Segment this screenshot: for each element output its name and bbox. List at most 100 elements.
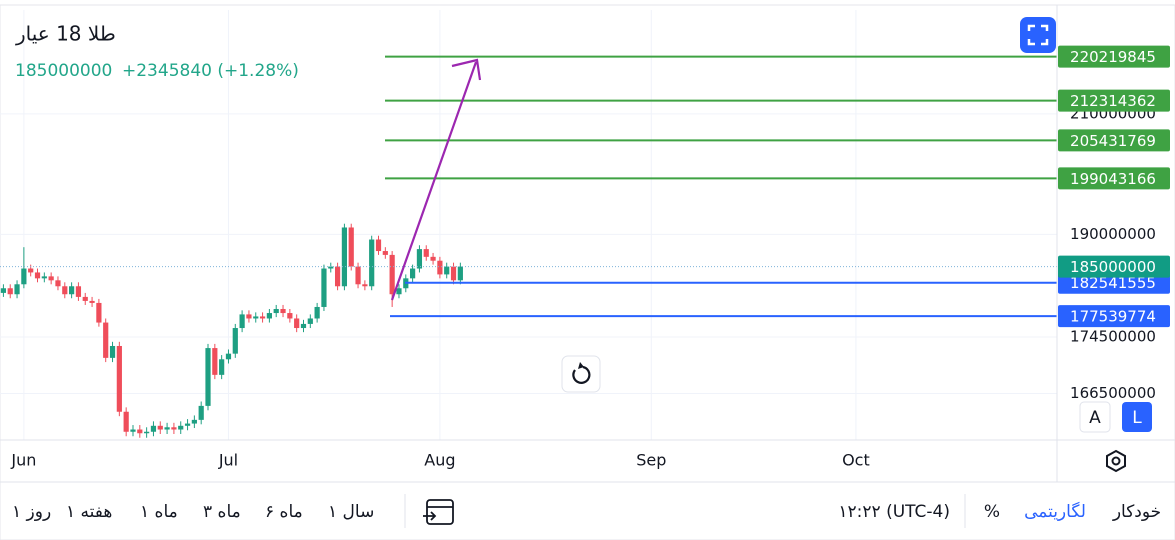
- candle-body: [457, 266, 463, 281]
- level-tag-label: 212314362: [1070, 92, 1156, 110]
- candle-body: [273, 308, 279, 314]
- level-tag: [1058, 305, 1170, 328]
- candle-body: [178, 425, 184, 430]
- candle-body: [150, 425, 157, 432]
- candle-body: [334, 266, 341, 287]
- x-tick-label: Jul: [218, 451, 238, 470]
- candle-body: [171, 427, 177, 430]
- range-button[interactable]: ۱ ماه: [140, 502, 178, 522]
- frame: [0, 4, 1175, 540]
- date-range-button[interactable]: [423, 499, 454, 525]
- candle-body: [382, 251, 388, 255]
- reset-button[interactable]: [561, 355, 601, 393]
- candle-body: [389, 254, 395, 295]
- candle-body: [232, 328, 238, 354]
- candle-body: [82, 296, 88, 301]
- settings-button[interactable]: [1106, 449, 1126, 473]
- candle-body: [55, 280, 61, 287]
- candle-body: [341, 227, 348, 287]
- candle-body: [259, 316, 266, 319]
- candle-body: [164, 427, 170, 430]
- level-tag-label: 177539774: [1070, 308, 1156, 326]
- candle-body: [103, 322, 109, 358]
- level-tag-label: 182541555: [1070, 274, 1156, 292]
- auto-scale-label: A: [1089, 408, 1101, 428]
- range-button[interactable]: ۱ هفته: [66, 502, 112, 522]
- level-tag: [1058, 129, 1170, 152]
- candle-body: [375, 239, 382, 252]
- y-tick-label: 166500000: [1070, 384, 1156, 402]
- candle-body: [416, 249, 423, 269]
- x-tick-label: Sep: [636, 451, 666, 470]
- candle-body: [109, 345, 116, 358]
- y-tick-label: 174500000: [1070, 327, 1156, 345]
- candle-body: [157, 425, 163, 430]
- candle-body: [144, 431, 150, 434]
- candle-body: [300, 323, 307, 329]
- candle-body: [266, 313, 272, 319]
- auto-scale-button[interactable]: A: [1079, 401, 1111, 433]
- candle-body: [307, 318, 313, 324]
- level-tag: [1058, 45, 1170, 68]
- candle-body: [137, 429, 143, 434]
- level-tag: [1058, 167, 1170, 190]
- range-button[interactable]: ۶ ماه: [265, 502, 303, 522]
- candle-body: [41, 276, 47, 279]
- candle-body: [410, 268, 416, 279]
- candle-body: [48, 276, 54, 281]
- last-price-label: 185000000: [1070, 258, 1156, 276]
- candle-body: [14, 284, 20, 295]
- candle-body: [205, 348, 211, 406]
- candle-body: [253, 316, 259, 319]
- candle-body: [450, 266, 457, 281]
- candle-body: [191, 419, 197, 424]
- candle-body: [430, 256, 436, 261]
- log-scale-button[interactable]: L: [1122, 402, 1152, 432]
- level-tag: [1058, 89, 1170, 112]
- x-tick-label: Oct: [842, 451, 870, 470]
- range-button[interactable]: ۳ ماه: [203, 502, 241, 522]
- candle-body: [321, 268, 327, 307]
- last-price: 185000000: [15, 61, 112, 81]
- candle-body: [437, 260, 443, 275]
- x-tick-label: Aug: [424, 451, 455, 470]
- fullscreen-button[interactable]: [1020, 17, 1056, 53]
- candle-body: [198, 405, 204, 420]
- y-tick-label: 190000000: [1070, 225, 1156, 243]
- candle-body: [96, 302, 102, 323]
- candle-body: [314, 306, 320, 319]
- range-button[interactable]: ۱ روز: [12, 502, 51, 522]
- level-tag-label: 205431769: [1070, 132, 1156, 150]
- candle-body: [246, 314, 252, 319]
- candle-body: [7, 288, 13, 295]
- range-button[interactable]: ۱ سال: [328, 502, 374, 522]
- candle-body: [28, 268, 34, 273]
- candle-body: [225, 353, 232, 360]
- candle-body: [212, 348, 218, 375]
- candle-body: [184, 423, 191, 426]
- candle-body: [348, 227, 354, 267]
- level-tag-label: 199043166: [1070, 170, 1156, 188]
- candle-body: [62, 286, 68, 295]
- log-toggle[interactable]: لگاریتمی: [1024, 501, 1086, 522]
- chart-title: طلا 18 عیار: [15, 22, 116, 46]
- candle-body: [280, 308, 286, 314]
- candle-body: [287, 313, 293, 319]
- candle-body: [369, 239, 375, 287]
- candle-body: [396, 288, 402, 295]
- log-scale-label: L: [1132, 408, 1142, 428]
- x-tick-label: Jun: [10, 451, 36, 470]
- candle-body: [239, 314, 245, 329]
- candle-body: [123, 411, 129, 432]
- auto-toggle[interactable]: خودکار: [1112, 502, 1161, 522]
- candle-body: [116, 345, 122, 412]
- price-change: +2345840 (+1.28%): [122, 61, 299, 81]
- last-price-tag: [1058, 255, 1170, 278]
- candle-body: [362, 284, 368, 287]
- candle-body: [328, 266, 334, 269]
- candle-body: [130, 429, 136, 432]
- candle-body: [21, 268, 27, 285]
- percent-toggle[interactable]: %: [984, 502, 1000, 522]
